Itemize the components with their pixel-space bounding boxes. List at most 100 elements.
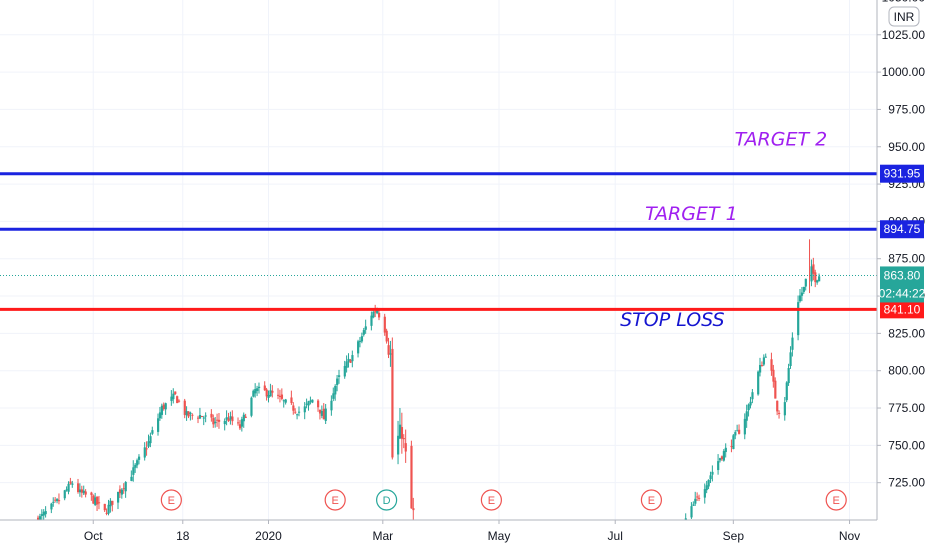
earnings-marker[interactable] bbox=[324, 489, 346, 511]
candle-body bbox=[176, 396, 179, 404]
candle-body bbox=[722, 451, 725, 461]
candle-body bbox=[214, 421, 217, 424]
candle-body bbox=[174, 391, 177, 395]
candle-body bbox=[778, 412, 781, 414]
candle-body bbox=[197, 417, 200, 419]
price-tick-label: 750.00 bbox=[888, 438, 925, 452]
candle-body bbox=[364, 326, 367, 330]
earnings-marker[interactable] bbox=[640, 489, 663, 511]
candle-body bbox=[370, 315, 373, 326]
candle-body bbox=[109, 500, 112, 507]
candle-body bbox=[377, 312, 381, 318]
candle-body bbox=[284, 399, 287, 403]
candle-body bbox=[398, 424, 402, 439]
candle-body bbox=[71, 483, 74, 485]
currency-badge[interactable]: INR bbox=[888, 6, 920, 27]
candle-body bbox=[92, 495, 95, 504]
candle-body bbox=[332, 393, 335, 399]
dividend-marker[interactable] bbox=[376, 489, 398, 511]
earnings-marker[interactable] bbox=[825, 489, 847, 511]
candle-body bbox=[785, 382, 788, 401]
candle-body bbox=[202, 417, 205, 419]
candle-body bbox=[67, 483, 70, 492]
candle-body bbox=[818, 276, 821, 282]
level-tag-894.75[interactable] bbox=[880, 220, 924, 239]
price-tick-label: 825.00 bbox=[888, 326, 925, 340]
candle-body bbox=[216, 419, 219, 421]
candle-body bbox=[758, 364, 762, 373]
candle-body bbox=[162, 404, 165, 409]
candle-body bbox=[738, 429, 741, 434]
candle-body bbox=[757, 371, 760, 395]
candle-body bbox=[322, 408, 325, 420]
candle-body bbox=[320, 410, 324, 416]
candle-body bbox=[391, 348, 394, 458]
candle-body bbox=[709, 475, 712, 480]
candle-body bbox=[189, 412, 192, 414]
last-price-tag[interactable] bbox=[880, 266, 924, 303]
candle-body bbox=[717, 461, 720, 471]
candle-body bbox=[724, 447, 727, 453]
candle-body bbox=[324, 408, 327, 421]
candle-body bbox=[130, 476, 133, 481]
candle-body bbox=[225, 417, 228, 420]
candle-body bbox=[96, 496, 99, 505]
candle-body bbox=[136, 460, 139, 466]
time-tick-label: May bbox=[488, 529, 511, 543]
candle-body bbox=[231, 416, 234, 422]
candle-body bbox=[751, 392, 754, 400]
candle-body bbox=[791, 337, 794, 350]
candle-body bbox=[107, 504, 110, 514]
candle-body bbox=[410, 445, 413, 509]
price-tick-label: 1050.00 bbox=[882, 0, 926, 4]
candle-body bbox=[177, 400, 181, 402]
time-axis[interactable]: Oct 18 2020 Mar May Jul Sep Nov bbox=[0, 519, 932, 550]
price-tick-label: 875.00 bbox=[888, 252, 925, 266]
dividend-marker-label: D bbox=[383, 495, 391, 507]
candle-body bbox=[362, 330, 365, 335]
candle-body bbox=[263, 385, 266, 391]
annotations: TARGET 2 TARGET 1 STOP LOSS bbox=[620, 128, 827, 331]
candle-body bbox=[217, 419, 221, 422]
time-tick-label: Oct bbox=[84, 529, 103, 543]
candle-body bbox=[143, 447, 146, 458]
candle-body bbox=[318, 409, 322, 414]
candle-body bbox=[57, 500, 61, 502]
candle-body bbox=[747, 404, 750, 411]
candle-body bbox=[402, 438, 405, 440]
candle-body bbox=[103, 503, 106, 511]
candle-body bbox=[170, 396, 173, 401]
candle-body bbox=[774, 380, 777, 399]
candle-body bbox=[804, 278, 807, 287]
candle-body bbox=[743, 418, 746, 435]
price-tick-label: 975.00 bbox=[888, 102, 925, 116]
candle-body bbox=[191, 414, 194, 416]
candle-body bbox=[158, 412, 162, 419]
candle-body bbox=[80, 489, 84, 493]
candle-body bbox=[292, 405, 295, 411]
level-tag-label: 894.75 bbox=[884, 222, 921, 236]
candle-body bbox=[764, 356, 767, 358]
candle-body bbox=[745, 411, 748, 421]
candle-body bbox=[387, 345, 390, 355]
candle-body bbox=[800, 292, 804, 296]
earnings-marker[interactable] bbox=[160, 489, 182, 511]
candle-body bbox=[204, 415, 207, 417]
price-axis[interactable]: 725.00750.00775.00800.00825.00850.00875.… bbox=[876, 0, 932, 550]
level-tag-841.10[interactable] bbox=[880, 300, 924, 319]
price-tick-label: 1025.00 bbox=[882, 28, 926, 42]
bar-countdown: 02:44:22 bbox=[879, 286, 926, 300]
earnings-marker[interactable] bbox=[480, 489, 502, 511]
candle-body bbox=[720, 456, 724, 460]
candle-body bbox=[772, 369, 775, 382]
candle-body bbox=[267, 394, 270, 398]
candle-body bbox=[149, 436, 152, 444]
price-tick-label: 800.00 bbox=[888, 364, 925, 378]
level-tag-931.95[interactable] bbox=[880, 164, 924, 183]
candle-body bbox=[776, 400, 779, 412]
candle-body bbox=[280, 394, 284, 399]
candle-body bbox=[816, 280, 819, 283]
candle-body bbox=[703, 489, 706, 498]
